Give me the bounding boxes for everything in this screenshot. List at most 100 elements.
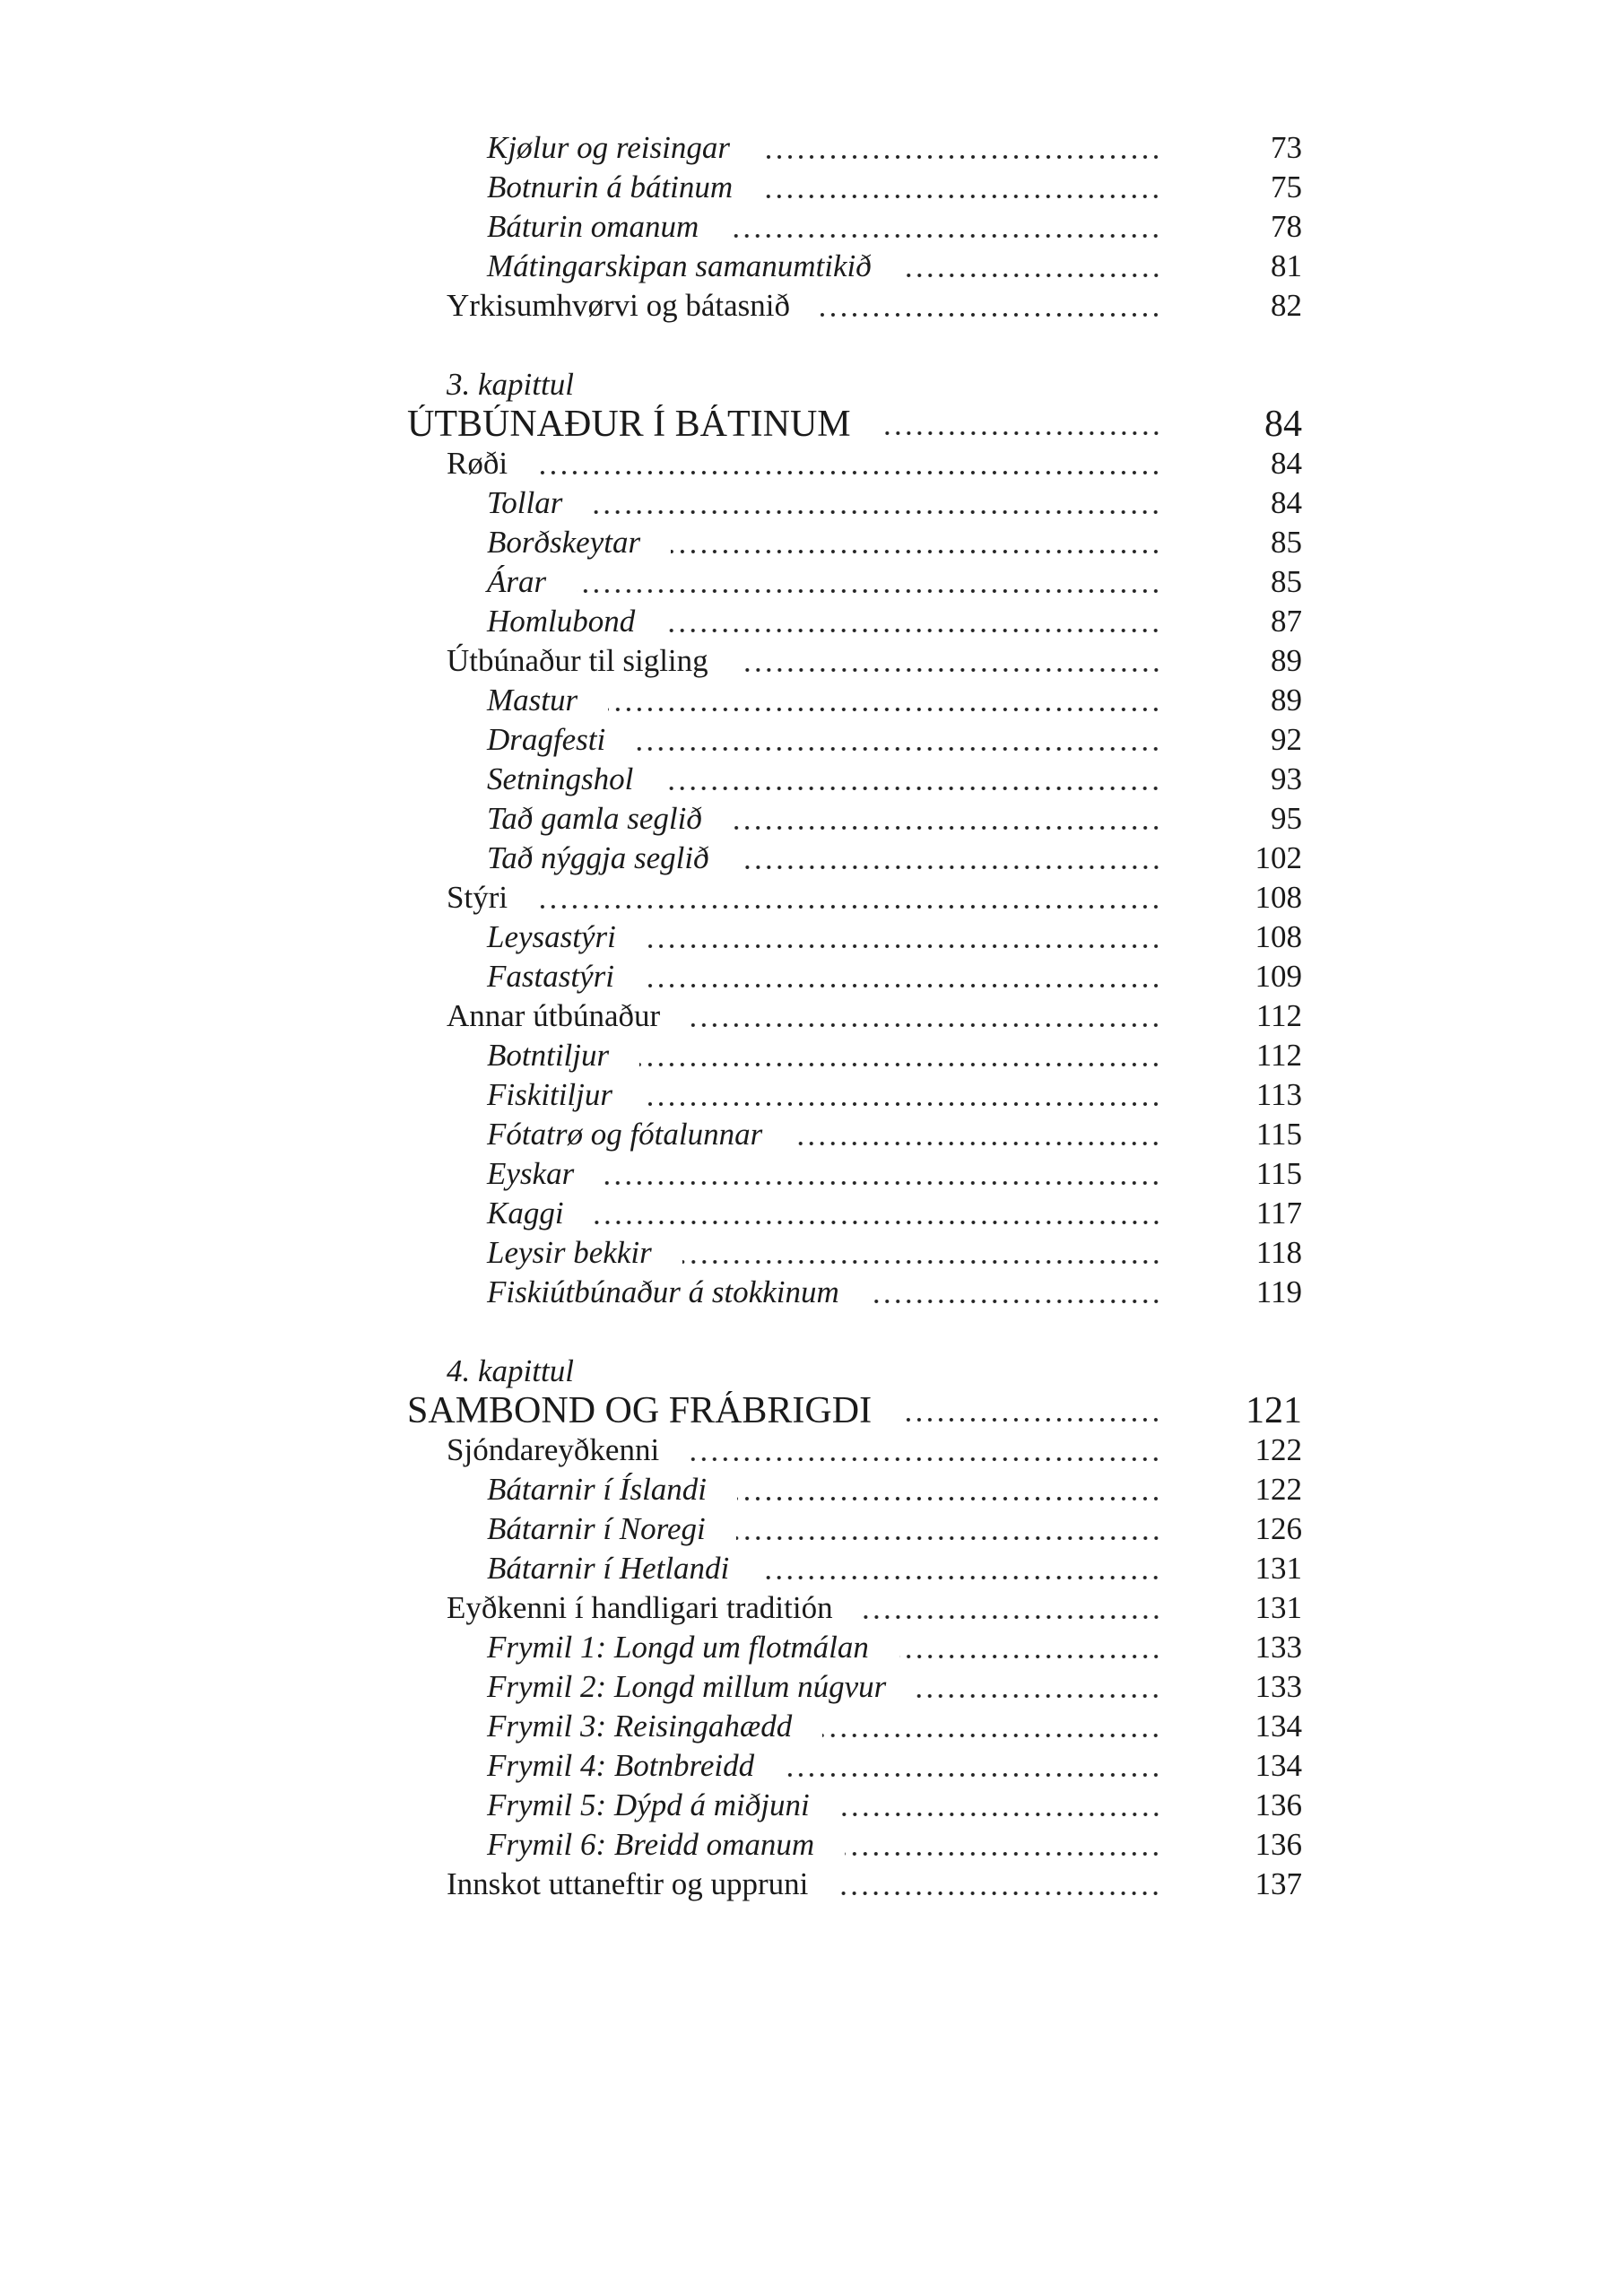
entry-line: Frymil 5: Dýpd á miðjuni <box>0 1786 1161 1825</box>
entry-line: Botnurin á bátinum <box>0 168 1161 207</box>
entry-title: Tollar <box>487 485 563 520</box>
dot-leader <box>671 523 1161 562</box>
entry-title: Báturin omanum <box>487 209 699 244</box>
entry-line: Fiskiútbúnaður á stokkinum <box>0 1273 1161 1312</box>
page-number: 136 <box>1255 1787 1303 1822</box>
entry-line: Tað nýggja seglið <box>0 839 1161 878</box>
toc-entry-subsection: Fótatrø og fótalunnar 115 <box>0 1115 1598 1154</box>
entry-line: Fastastýri <box>0 957 1161 996</box>
page-number: 117 <box>1255 1196 1302 1231</box>
entry-line: 4. kapittul <box>0 1352 1161 1391</box>
page-number: 87 <box>1271 604 1302 639</box>
dot-leader <box>664 760 1161 799</box>
dot-leader <box>845 1825 1161 1865</box>
entry-title: Botntiljur <box>487 1038 610 1073</box>
dot-leader <box>863 1588 1161 1628</box>
page-number: 109 <box>1255 959 1303 994</box>
entry-title: Fiskitiljur <box>487 1077 612 1112</box>
entry-line: Botntiljur <box>0 1036 1161 1075</box>
entry-title: Kaggi <box>487 1196 564 1231</box>
toc-entry-subsection: Fastastýri 109 <box>0 957 1598 996</box>
toc-entry-section: Yrkisumhvørvi og bátasnið 82 <box>0 286 1598 326</box>
entry-line: Eyðkenni í handligari traditión <box>0 1588 1161 1628</box>
toc-entry-section: Stýri 108 <box>0 878 1598 918</box>
toc-entry-subsection: Kaggi 117 <box>0 1194 1598 1233</box>
entry-line: Bátarnir í Noregi <box>0 1509 1161 1549</box>
entry-title: Sjóndareyðkenni <box>447 1432 660 1467</box>
entry-title: ÚTBÚNAÐUR Í BÁTINUM <box>407 404 851 444</box>
entry-title: Eyðkenni í handligari traditión <box>447 1590 833 1625</box>
dot-leader <box>593 483 1161 523</box>
dot-leader <box>881 404 1161 444</box>
page-number: 118 <box>1255 1235 1302 1270</box>
dot-leader <box>869 1273 1161 1312</box>
entry-title: Útbúnaður til sigling <box>447 643 708 678</box>
entry-title: Bátarnir í Íslandi <box>487 1472 708 1507</box>
entry-line: Mátingarskipan samanumtikið <box>0 247 1161 286</box>
page-number: 108 <box>1255 880 1303 915</box>
entry-line: Kjølur og reisingar <box>0 128 1161 168</box>
page-number: 78 <box>1271 209 1302 244</box>
page-number: 134 <box>1255 1748 1303 1783</box>
dot-leader <box>838 1865 1161 1904</box>
entry-title: Annar útbúnaður <box>447 998 661 1033</box>
dot-leader <box>594 1194 1161 1233</box>
dot-leader <box>682 1233 1161 1273</box>
dot-leader <box>916 1667 1161 1707</box>
page-number: 89 <box>1271 643 1302 678</box>
page-number: 95 <box>1271 801 1302 836</box>
entry-line: Frymil 2: Longd millum núgvur <box>0 1667 1161 1707</box>
entry-line: 3. kapittul <box>0 365 1161 404</box>
entry-line: Kaggi <box>0 1194 1161 1233</box>
entry-title: Mátingarskipan samanumtikið <box>487 248 872 283</box>
entry-title: Setningshol <box>487 761 634 796</box>
toc-entry-subsection: Árar 85 <box>0 562 1598 602</box>
page-number: 133 <box>1255 1669 1303 1704</box>
entry-title: Tað gamla seglið <box>487 801 702 836</box>
dot-leader <box>763 168 1161 207</box>
entry-line: SAMBOND OG FRÁBRIGDI <box>0 1391 1161 1431</box>
entry-line: ÚTBÚNAÐUR Í BÁTINUM <box>0 404 1161 444</box>
page-number: 84 <box>1264 404 1302 445</box>
entry-title: Leysastýri <box>487 919 616 954</box>
toc-entry-subsection: Mastur 89 <box>0 681 1598 720</box>
entry-line: Borðskeytar <box>0 523 1161 562</box>
page-number: 85 <box>1271 525 1302 560</box>
entry-line: Báturin omanum <box>0 207 1161 247</box>
entry-line: Sjóndareyðkenni <box>0 1431 1161 1470</box>
dot-leader <box>538 444 1161 483</box>
spacer <box>0 1312 1598 1352</box>
chapter-label: 3. kapittul <box>0 365 1598 404</box>
entry-line: Frymil 4: Botnbreidd <box>0 1746 1161 1786</box>
dot-leader <box>643 1075 1161 1115</box>
entry-line: Stýri <box>0 878 1161 918</box>
toc-entry-subsection: Homlubond 87 <box>0 602 1598 641</box>
entry-line: Mastur <box>0 681 1161 720</box>
dot-leader <box>785 1746 1161 1786</box>
entry-line: Yrkisumhvørvi og bátasnið <box>0 286 1161 326</box>
page-number: 134 <box>1255 1709 1303 1744</box>
toc-entry-subsection: Tað gamla seglið 95 <box>0 799 1598 839</box>
dot-leader <box>639 1036 1161 1075</box>
toc-entry-subsection: Leysastýri 108 <box>0 918 1598 957</box>
page-number: 112 <box>1255 1038 1302 1073</box>
toc-entry-subsection: Fiskitiljur 113 <box>0 1075 1598 1115</box>
toc-entry-subsection: Leysir bekkir 118 <box>0 1233 1598 1273</box>
page-number: 92 <box>1271 722 1302 757</box>
toc-entry-section: Innskot uttaneftir og uppruni 137 <box>0 1865 1598 1904</box>
page-number: 126 <box>1255 1511 1303 1546</box>
entry-title: Leysir bekkir <box>487 1235 652 1270</box>
page-number: 115 <box>1255 1117 1302 1152</box>
page-number: 115 <box>1255 1156 1302 1191</box>
entry-title: Frymil 3: Reisingahædd <box>487 1709 793 1744</box>
dot-leader <box>665 602 1161 641</box>
page-number: 122 <box>1255 1432 1303 1467</box>
dot-leader <box>608 681 1161 720</box>
entry-title: Røði <box>447 446 508 481</box>
toc-entry-subsection: Fiskiútbúnaður á stokkinum 119 <box>0 1273 1598 1312</box>
chapter-label: 4. kapittul <box>0 1352 1598 1391</box>
toc-entry-subsection: Tað nýggja seglið 102 <box>0 839 1598 878</box>
entry-title: Bátarnir í Noregi <box>487 1511 706 1546</box>
dot-leader <box>760 1549 1161 1588</box>
toc-entry-section: Sjóndareyðkenni 122 <box>0 1431 1598 1470</box>
